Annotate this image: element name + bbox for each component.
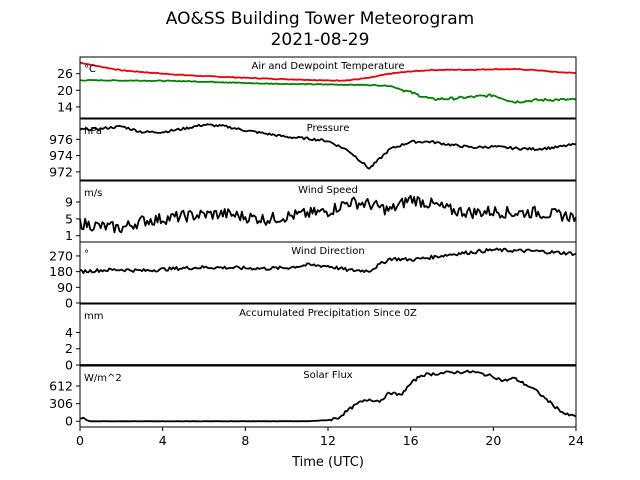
y-tick-label: 26 bbox=[57, 66, 73, 81]
y-tick-label: 4 bbox=[65, 325, 73, 340]
y-tick-label: 974 bbox=[49, 148, 73, 163]
series-line-1 bbox=[79, 247, 577, 275]
panel-5: 0 24 mm Accumulated Precipitation Since 0Z bbox=[65, 303, 577, 373]
x-axis-label: Time (UTC) bbox=[291, 455, 364, 470]
x-axis: 0 4 8 12 16 20 24 bbox=[76, 427, 584, 448]
y-tick-label: 0 bbox=[65, 296, 73, 311]
y-tick-label: 14 bbox=[57, 99, 73, 114]
x-tick-label: 12 bbox=[320, 433, 336, 448]
series-line-2 bbox=[79, 79, 577, 104]
y-tick-label: 976 bbox=[49, 132, 73, 147]
panel-frame bbox=[79, 118, 577, 181]
panel-title: Wind Speed bbox=[298, 185, 358, 196]
series-line-1 bbox=[79, 369, 577, 423]
y-tick-label: 270 bbox=[49, 248, 73, 263]
series-line-1 bbox=[79, 123, 577, 170]
y-tick-label: 20 bbox=[57, 83, 73, 98]
y-tick-label: 306 bbox=[49, 396, 73, 411]
y-tick-label: 612 bbox=[49, 379, 73, 394]
unit-label: m/s bbox=[84, 188, 102, 199]
panel-frame bbox=[79, 56, 577, 119]
unit-label: ° bbox=[84, 249, 89, 260]
unit-label: °C bbox=[84, 64, 96, 75]
x-tick-label: 0 bbox=[76, 433, 84, 448]
x-tick-label: 4 bbox=[159, 433, 167, 448]
figure-title-line2: 2021-08-29 bbox=[271, 30, 370, 50]
x-tick-label: 8 bbox=[241, 433, 249, 448]
panel-title: Accumulated Precipitation Since 0Z bbox=[239, 308, 417, 319]
x-tick-label: 16 bbox=[403, 433, 419, 448]
series-line-1 bbox=[79, 61, 577, 82]
figure-title-line1: AO&SS Building Tower Meteorogram bbox=[166, 9, 474, 29]
panel-title: Pressure bbox=[307, 123, 350, 134]
y-tick-label: 1 bbox=[65, 228, 73, 243]
y-tick-label: 0 bbox=[65, 358, 73, 373]
unit-label: hPa bbox=[84, 126, 102, 137]
y-tick-label: 90 bbox=[57, 280, 73, 295]
y-tick-label: 180 bbox=[49, 264, 73, 279]
panel-title: Solar Flux bbox=[303, 370, 353, 381]
unit-label: W/m^2 bbox=[84, 373, 122, 384]
panel-6: 0 306 612 W/m^2 Solar Flux bbox=[49, 365, 577, 429]
y-tick-label: 0 bbox=[65, 414, 73, 429]
x-tick-label: 20 bbox=[485, 433, 501, 448]
series-line-1 bbox=[79, 194, 577, 234]
panel-frame bbox=[79, 303, 577, 366]
y-tick-label: 9 bbox=[65, 195, 73, 210]
panel-frame bbox=[79, 241, 577, 304]
y-tick-label: 2 bbox=[65, 341, 73, 356]
x-tick-label: 24 bbox=[568, 433, 584, 448]
unit-label: mm bbox=[84, 311, 103, 322]
panel-title: Wind Direction bbox=[291, 246, 365, 257]
y-tick-label: 972 bbox=[49, 164, 73, 179]
panel-title: Air and Dewpoint Temperature bbox=[252, 61, 405, 72]
y-tick-label: 5 bbox=[65, 211, 73, 226]
panel-3: 1 59 m/s Wind Speed bbox=[65, 180, 577, 243]
